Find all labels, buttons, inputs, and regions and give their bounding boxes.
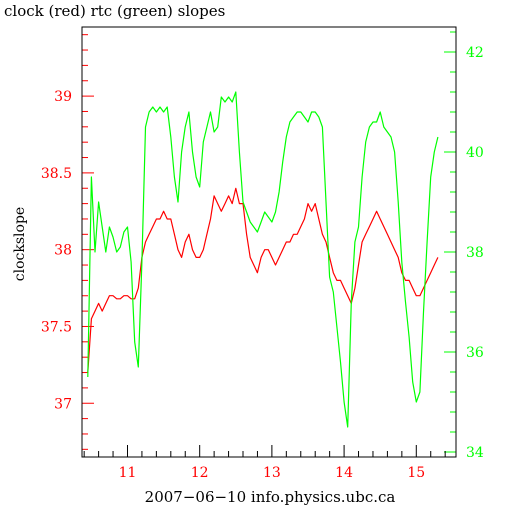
ticks-layer: 37 37.5 38 38.5 39 34 36 38 40 42 11 12 13 14 15 — [41, 31, 484, 481]
y-right-tick-label: 36 — [466, 345, 484, 361]
x-tick-label: 11 — [119, 465, 137, 481]
y-left-tick-label: 37 — [54, 396, 72, 412]
y-left-tick-label: 39 — [54, 89, 72, 105]
y-left-tick-label: 38 — [54, 243, 72, 259]
series-layer — [87, 91, 439, 428]
x-axis-label: 2007−06−10 info.physics.ubc.ca — [145, 488, 396, 506]
y-left-tick-label: 37.5 — [41, 319, 72, 335]
y-axis-label: clockslope — [12, 207, 28, 281]
x-tick-label: 12 — [191, 465, 209, 481]
chart-title: clock (red) rtc (green) slopes — [4, 2, 225, 20]
x-tick-label: 13 — [263, 465, 281, 481]
x-tick-label: 14 — [335, 465, 353, 481]
y-right-tick-label: 34 — [466, 445, 484, 461]
series-line-clock — [87, 187, 439, 373]
y-right-tick-label: 42 — [466, 45, 484, 61]
y-right-tick-label: 40 — [466, 145, 484, 161]
x-tick-label: 15 — [407, 465, 425, 481]
plot-frame — [81, 26, 457, 458]
y-left-tick-label: 38.5 — [41, 166, 72, 182]
series-line-rtc — [87, 91, 439, 428]
y-right-tick-label: 38 — [466, 245, 484, 261]
